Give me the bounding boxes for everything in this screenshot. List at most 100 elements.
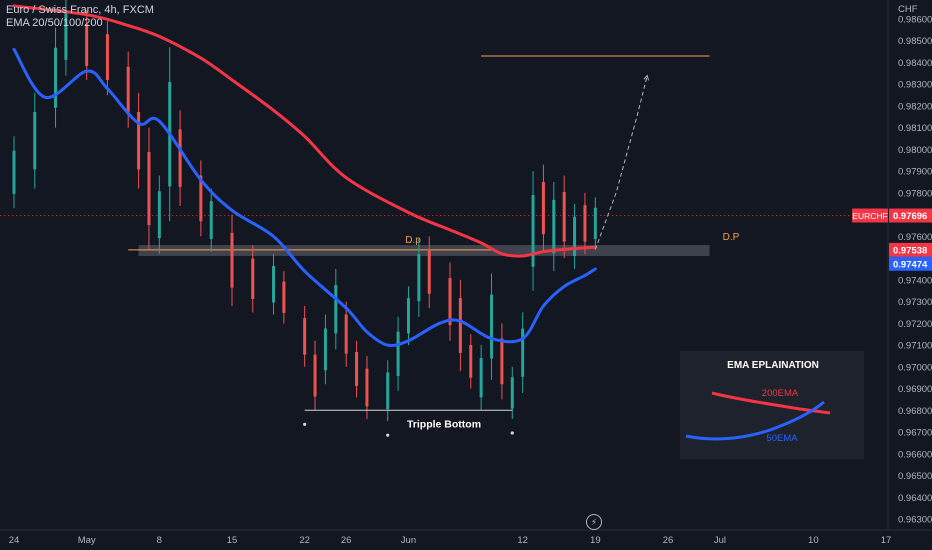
candle — [33, 92, 37, 189]
candle — [490, 273, 494, 380]
time-tick-label: 15 — [227, 535, 238, 546]
candle-body — [33, 112, 37, 170]
candle-body — [541, 182, 545, 235]
price-label-bg — [889, 256, 932, 271]
candle — [573, 203, 577, 269]
candle — [469, 334, 473, 389]
time-tick-label: 12 — [517, 535, 528, 546]
candle — [458, 279, 462, 372]
candle-body — [386, 372, 390, 409]
price-tick-label: 0.98400 — [898, 58, 932, 69]
candle — [427, 236, 431, 309]
chart-legend: Euro / Swiss Franc, 4h, FXCM EMA 20/50/1… — [6, 4, 154, 30]
candle-body — [323, 328, 327, 371]
projection-arrowhead — [643, 74, 649, 81]
price-tick-label: 0.97100 — [898, 341, 932, 352]
projection-path — [594, 75, 648, 250]
candle — [282, 271, 286, 324]
demand-zone-label: D.P — [723, 232, 740, 243]
candle — [355, 340, 359, 398]
price-tick-label: 0.97600 — [898, 232, 932, 243]
price-tick-label: 0.97900 — [898, 167, 932, 178]
candle — [105, 19, 109, 96]
price-tick-label: 0.97300 — [898, 297, 932, 308]
time-tick-label: May — [78, 535, 96, 546]
candle-body — [469, 345, 473, 378]
candle — [344, 301, 348, 367]
price-tick-label: 0.96900 — [898, 384, 932, 395]
price-tick-label: 0.98000 — [898, 145, 932, 156]
candle-body — [427, 250, 431, 294]
time-tick-label: Jun — [401, 535, 416, 546]
indicator-label: EMA 20/50/100/200 — [6, 17, 103, 29]
price-tick-label: 0.97400 — [898, 275, 932, 286]
time-tick-label: 26 — [341, 535, 352, 546]
candle-body — [406, 298, 410, 334]
candle-body — [54, 47, 58, 108]
time-tick-label: 26 — [663, 535, 674, 546]
candle — [209, 188, 213, 252]
time-tick-label: Jul — [714, 535, 726, 546]
candle-body — [593, 207, 597, 239]
price-tick-label: 0.96800 — [898, 406, 932, 417]
candle-body — [251, 258, 255, 299]
candle-body — [510, 377, 514, 409]
triple-bottom-label: Tripple Bottom — [407, 418, 481, 430]
candle-body — [448, 278, 452, 326]
price-label: 0.97538 — [889, 242, 932, 257]
demand-zone — [138, 245, 710, 256]
candle-body — [126, 66, 130, 113]
candle — [12, 136, 16, 209]
demand-zone-label: D.p — [405, 235, 421, 246]
candle — [562, 175, 566, 259]
candle-body — [500, 338, 504, 385]
candle — [448, 262, 452, 341]
time-tick-label: 17 — [881, 535, 892, 546]
lightning-icon[interactable]: ⚡ — [586, 514, 602, 530]
candle-body — [417, 254, 421, 302]
price-label: 0.97474 — [889, 256, 932, 271]
time-tick-label: 22 — [299, 535, 310, 546]
inset-title: EMA EPLAINATION — [727, 360, 819, 371]
candle — [303, 305, 307, 367]
candle — [323, 314, 327, 385]
time-tick-label: 19 — [590, 535, 601, 546]
price-tick-label: 0.96600 — [898, 449, 932, 460]
candle — [85, 10, 89, 80]
candle — [406, 286, 410, 346]
candle-body — [303, 318, 307, 355]
triple-bottom-point — [386, 433, 390, 437]
candle-body — [458, 298, 462, 353]
candle-body — [137, 112, 141, 170]
candle — [521, 312, 525, 393]
price-tick-label: 0.97000 — [898, 362, 932, 373]
candle-body — [313, 354, 317, 397]
candle-body — [282, 281, 286, 313]
price-label: EURCHF 0.97696 — [852, 208, 932, 223]
time-tick-label: 24 — [9, 535, 20, 546]
candle-body — [531, 195, 535, 267]
ema200-line — [12, 4, 597, 258]
candle-body — [562, 192, 566, 242]
price-label-name-bg — [852, 208, 888, 223]
price-label-value: 0.97474 — [893, 259, 928, 270]
price-label-name: EURCHF — [852, 211, 887, 221]
price-label-value: 0.97538 — [893, 245, 927, 256]
candle-body — [583, 205, 587, 242]
candle — [251, 245, 255, 313]
ema-explanation-inset: EMA EPLAINATION 200EMA 50EMA — [680, 351, 864, 459]
price-label-bg — [889, 208, 932, 223]
inset-ema200-label: 200EMA — [762, 388, 799, 399]
candle-body — [479, 358, 483, 398]
inset-ema200-curve — [711, 391, 831, 415]
candle — [365, 355, 369, 419]
inset-ema50-label: 50EMA — [766, 433, 798, 444]
candle — [199, 160, 203, 237]
price-tick-label: 0.98500 — [898, 36, 932, 47]
candle — [583, 192, 587, 254]
candle-body — [157, 191, 161, 239]
candle — [531, 171, 535, 291]
